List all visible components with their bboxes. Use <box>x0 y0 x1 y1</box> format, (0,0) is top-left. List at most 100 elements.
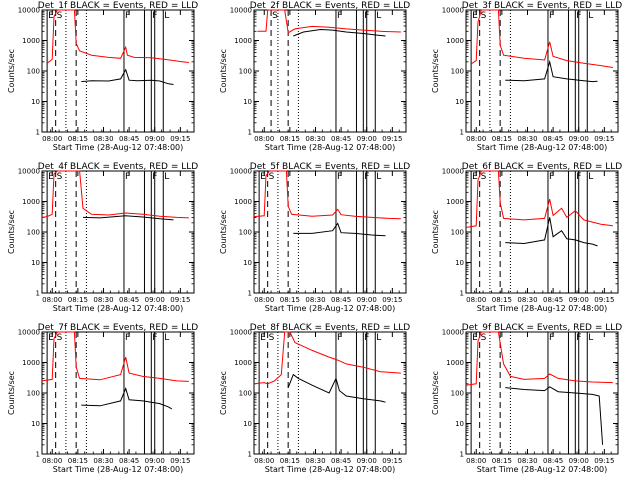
event-marker-label: F <box>549 11 554 21</box>
x-axis-label: Start Time (28-Aug-12 07:48:00) <box>477 304 608 313</box>
lld-series-line <box>46 9 189 64</box>
lld-series-line <box>465 170 613 228</box>
x-tick-label: 08:00 <box>42 457 62 465</box>
panel-2: Det_2f BLACK = Events, RED = LLD 1 10 100 10… <box>219 1 410 152</box>
x-tick-label: 08:30 <box>93 457 113 465</box>
y-tick-label: 1 <box>248 129 252 137</box>
event-marker-label: S <box>57 11 63 21</box>
y-tick-label: 10000 <box>18 329 40 337</box>
y-tick-label: 1 <box>460 451 464 459</box>
event-marker-label: E <box>48 172 54 182</box>
y-tick-label: 1 <box>460 129 464 137</box>
x-tick-label: 08:45 <box>331 457 351 465</box>
event-marker-label: S <box>269 172 275 182</box>
x-tick-label: 08:45 <box>331 296 351 304</box>
x-axis-label: Start Time (28-Aug-12 07:48:00) <box>477 465 608 474</box>
lld-series-line <box>253 170 401 220</box>
event-marker-label: S <box>481 333 487 343</box>
y-tick-label: 10000 <box>230 168 252 176</box>
events-series-line <box>81 387 173 410</box>
x-tick-label: 09:00 <box>357 457 377 465</box>
x-tick-label: 08:00 <box>254 135 274 143</box>
y-axis-label: Counts/sec <box>431 210 440 254</box>
event-marker-label: E <box>48 11 54 21</box>
x-tick-label: 09:15 <box>170 296 190 304</box>
x-tick-label: 08:00 <box>466 457 486 465</box>
x-tick-label: 09:00 <box>145 135 165 143</box>
y-tick-label: 1000 <box>234 198 252 206</box>
x-tick-label: 09:00 <box>569 296 589 304</box>
event-marker-label: F <box>125 172 130 182</box>
event-marker-label: E <box>472 11 478 21</box>
event-marker-label: F <box>152 172 157 182</box>
events-series-line <box>505 217 598 247</box>
event-marker-label: S <box>57 333 63 343</box>
plot-frame <box>465 9 619 133</box>
y-tick-label: 10 <box>455 420 464 428</box>
events-series-line <box>82 215 174 221</box>
event-marker-label: F <box>576 172 581 182</box>
y-tick-label: 100 <box>27 390 40 398</box>
y-tick-label: 10 <box>243 98 252 106</box>
y-tick-label: 100 <box>451 68 464 76</box>
event-marker-label: F <box>576 11 581 21</box>
event-marker-label: S <box>269 333 275 343</box>
x-axis-label: Start Time (28-Aug-12 07:48:00) <box>265 304 396 313</box>
x-tick-label: 08:15 <box>280 296 300 304</box>
x-tick-label: 09:15 <box>594 457 614 465</box>
y-tick-label: 10 <box>31 98 40 106</box>
lld-series-line <box>41 331 189 382</box>
event-marker-label: L <box>164 172 169 182</box>
y-tick-label: 10000 <box>442 168 464 176</box>
y-tick-label: 100 <box>239 68 252 76</box>
event-marker-label: L <box>588 172 593 182</box>
x-tick-label: 08:15 <box>492 457 512 465</box>
y-tick-label: 1000 <box>22 37 40 45</box>
event-marker-label: L <box>164 11 169 21</box>
x-tick-label: 08:30 <box>305 457 325 465</box>
x-axis-label: Start Time (28-Aug-12 07:48:00) <box>53 465 184 474</box>
x-axis-label: Start Time (28-Aug-12 07:48:00) <box>265 143 396 152</box>
x-axis-label: Start Time (28-Aug-12 07:48:00) <box>477 143 608 152</box>
event-marker-label: S <box>481 11 487 21</box>
plot-frame <box>253 170 407 294</box>
events-series-line <box>293 222 386 237</box>
event-marker-label: L <box>588 333 593 343</box>
lld-series-line <box>465 331 613 386</box>
panel-title: Det_8f BLACK = Events, RED = LLD <box>250 323 410 333</box>
x-tick-label: 08:45 <box>119 296 139 304</box>
y-tick-label: 10 <box>31 420 40 428</box>
y-tick-label: 1 <box>36 451 40 459</box>
x-tick-label: 08:30 <box>93 296 113 304</box>
x-tick-label: 09:15 <box>594 135 614 143</box>
event-marker-label: F <box>125 333 130 343</box>
panel-8: Det_8f BLACK = Events, RED = LLD 1 10 100 10… <box>219 323 410 474</box>
panel-title: Det_9f BLACK = Events, RED = LLD <box>462 323 622 333</box>
lld-series-line <box>253 331 401 385</box>
event-marker-label: F <box>337 172 342 182</box>
panel-title: Det_2f BLACK = Events, RED = LLD <box>250 1 410 11</box>
x-tick-label: 09:15 <box>382 296 402 304</box>
x-axis-label: Start Time (28-Aug-12 07:48:00) <box>53 143 184 152</box>
event-marker-label: E <box>260 333 266 343</box>
y-axis-label: Counts/sec <box>7 49 16 93</box>
y-tick-label: 1000 <box>234 37 252 45</box>
event-marker-label: S <box>272 11 278 21</box>
x-tick-label: 09:00 <box>569 457 589 465</box>
panel-7: Det_7f BLACK = Events, RED = LLD 1 10 100 10… <box>7 323 198 474</box>
events-series-line <box>81 68 174 85</box>
y-tick-label: 1000 <box>22 359 40 367</box>
y-axis-label: Counts/sec <box>219 371 228 415</box>
event-marker-label: F <box>549 333 554 343</box>
y-tick-label: 10 <box>243 420 252 428</box>
plot-frame <box>465 170 619 294</box>
panel-4: Det_4f BLACK = Events, RED = LLD 1 10 100 10… <box>7 162 198 313</box>
y-axis-label: Counts/sec <box>7 371 16 415</box>
y-tick-label: 100 <box>451 229 464 237</box>
y-tick-label: 1000 <box>22 198 40 206</box>
panel-title: Det_6f BLACK = Events, RED = LLD <box>462 162 622 172</box>
event-marker-label: F <box>337 11 342 21</box>
event-marker-label: L <box>588 11 593 21</box>
y-axis-label: Counts/sec <box>431 371 440 415</box>
